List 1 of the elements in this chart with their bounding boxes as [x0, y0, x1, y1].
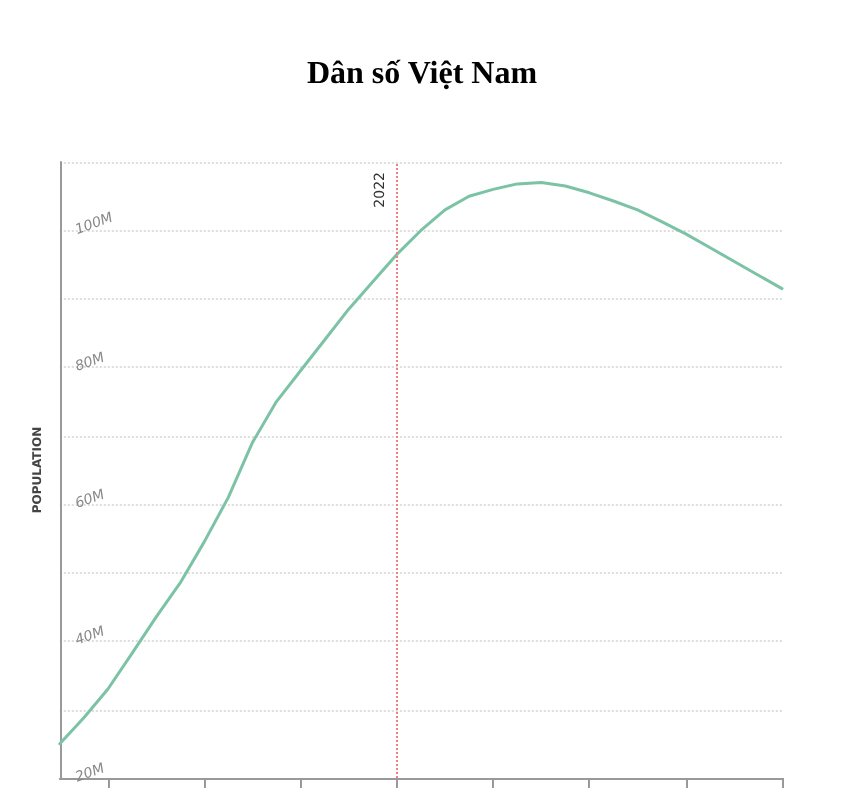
chart-title: Dân số Việt Nam [306, 57, 539, 91]
